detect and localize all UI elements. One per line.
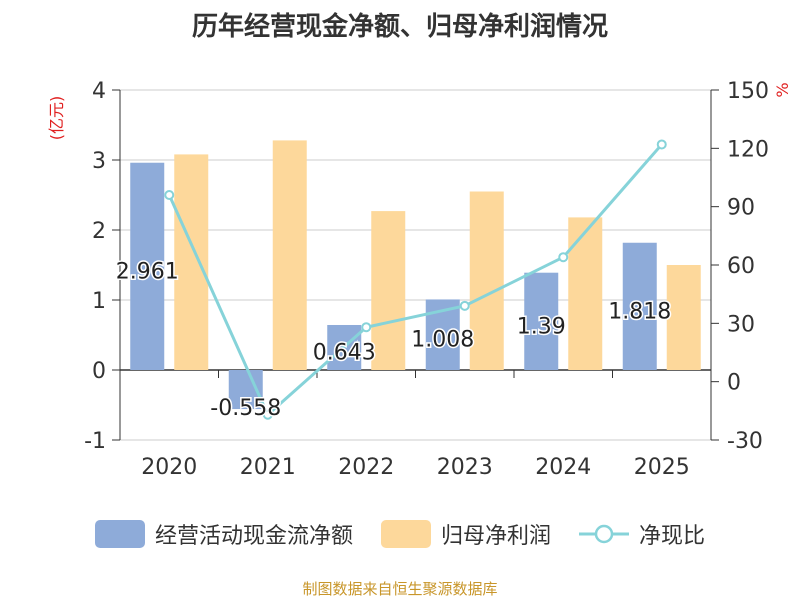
legend-item-ratio[interactable]: 净现比	[579, 518, 705, 550]
point-ratio	[459, 300, 470, 311]
legend-item-cash-flow[interactable]: 经营活动现金流净额	[94, 518, 353, 550]
data-label-cash-flow: 2.961	[116, 259, 179, 284]
bar-net-profit	[666, 265, 701, 370]
data-label-cash-flow: -0.558	[210, 396, 281, 421]
right-tick-label: 120	[727, 137, 769, 162]
point-ratio	[558, 252, 569, 263]
left-tick-label: 0	[92, 359, 106, 384]
left-tick-label: 3	[92, 149, 106, 174]
left-axis-unit: (亿元)	[47, 96, 66, 141]
right-tick-label: 0	[727, 371, 741, 396]
right-tick-label: 90	[727, 196, 755, 221]
legend-swatch-net-profit	[380, 520, 431, 548]
data-label-cash-flow: 1.39	[517, 314, 566, 339]
left-tick-label: 4	[92, 79, 106, 104]
bar-net-profit	[371, 211, 406, 370]
data-label-cash-flow: 1.818	[608, 299, 671, 324]
x-tick-label: 2023	[437, 455, 493, 480]
line-ratio	[167, 143, 663, 418]
legend-label-net-profit: 归母净利润	[440, 524, 551, 549]
point-ratio	[656, 139, 667, 150]
right-tick-label: 60	[727, 254, 755, 279]
left-tick-label: -1	[84, 429, 106, 454]
legend: 经营活动现金流净额 归母净利润 净现比	[0, 518, 800, 550]
bar-net-profit	[469, 191, 504, 370]
right-tick-label: 150	[727, 79, 769, 104]
bar-cash-flow	[524, 272, 559, 370]
point-ratio	[262, 409, 273, 420]
data-label-cash-flow: 0.643	[313, 340, 376, 365]
x-tick-label: 2021	[240, 455, 296, 480]
legend-swatch-ratio	[579, 520, 629, 548]
right-axis-unit: %	[773, 82, 792, 97]
chart-title: 历年经营现金净额、归母净利润情况	[191, 12, 608, 42]
source-footer: 制图数据来自恒生聚源数据库	[302, 580, 498, 598]
bar-net-profit	[568, 217, 603, 370]
point-ratio	[361, 322, 372, 333]
x-tick-label: 2025	[634, 455, 690, 480]
legend-item-net-profit[interactable]: 归母净利润	[380, 518, 551, 550]
x-tick-label: 2020	[141, 455, 197, 480]
right-tick-label: 30	[727, 312, 755, 337]
bar-cash-flow	[622, 242, 657, 370]
x-tick-label: 2022	[338, 455, 394, 480]
left-tick-label: 1	[92, 289, 106, 314]
point-ratio	[164, 190, 175, 200]
right-tick-label: -30	[727, 429, 763, 454]
legend-label-ratio: 净现比	[639, 524, 706, 549]
bar-net-profit	[174, 154, 209, 370]
left-tick-label: 2	[92, 219, 106, 244]
legend-label-cash-flow: 经营活动现金流净额	[154, 524, 353, 549]
data-label-cash-flow: 1.008	[411, 328, 474, 353]
bar-net-profit	[272, 140, 307, 370]
legend-swatch-cash-flow	[94, 520, 145, 548]
x-tick-label: 2024	[535, 455, 591, 480]
bar-cash-flow	[130, 162, 165, 370]
